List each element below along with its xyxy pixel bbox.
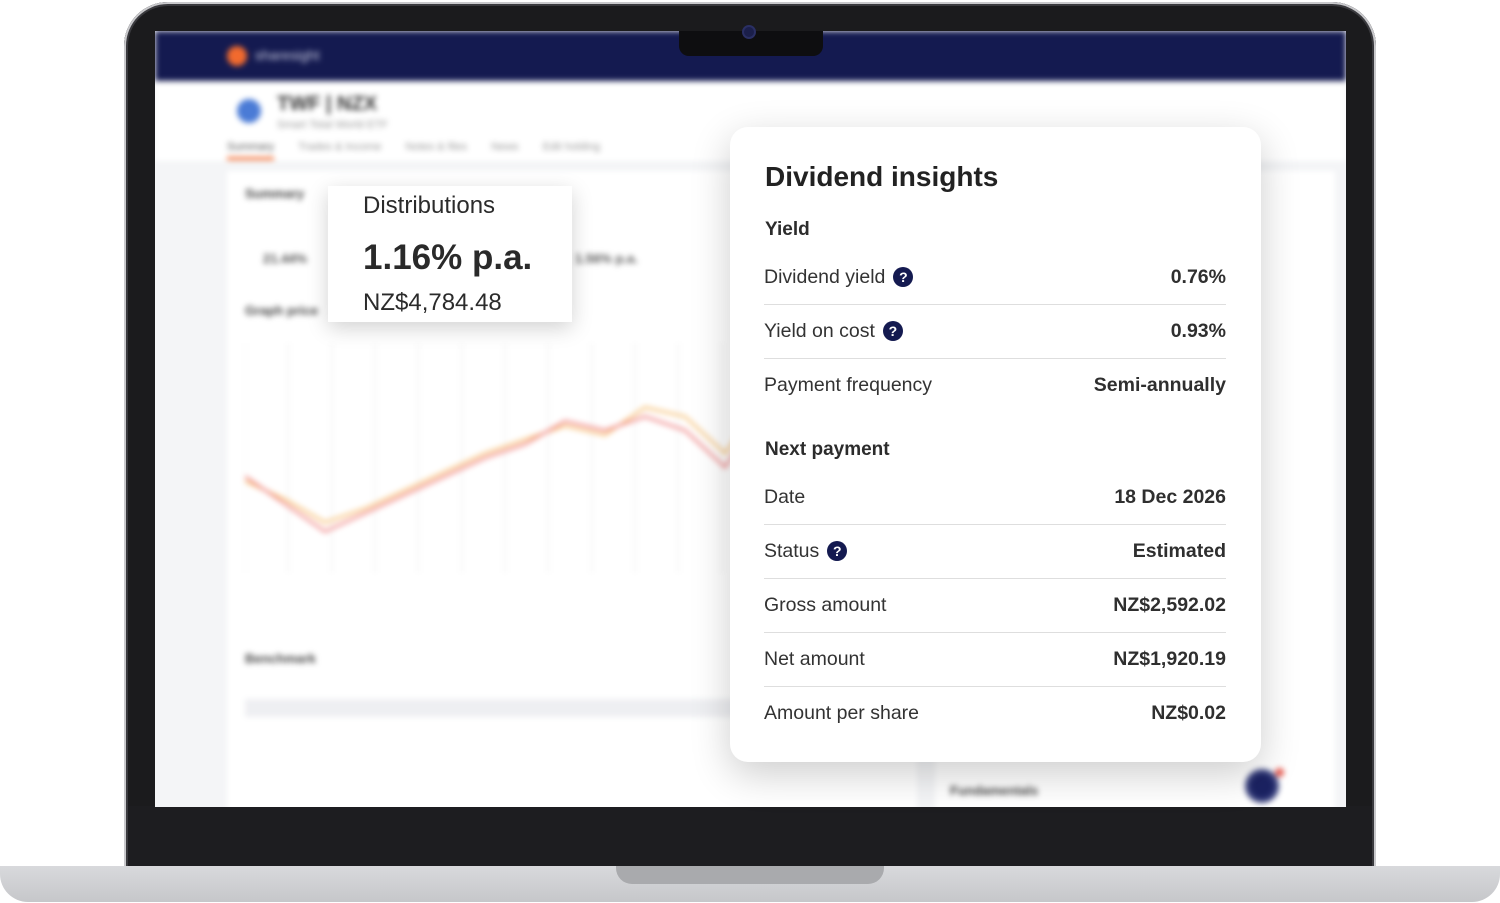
help-chat-icon[interactable] [1245, 769, 1279, 803]
price-chart[interactable] [245, 343, 765, 613]
laptop-hinge-dip [616, 866, 884, 884]
graph-title: Graph price [245, 303, 318, 318]
distributions-title: Distributions [363, 192, 496, 219]
brand-name[interactable]: sharesight [255, 47, 320, 63]
holding-tabs: Summary Trades & Income Notes & files Ne… [227, 141, 600, 160]
distributions-amount: NZ$4,784.48 [363, 289, 502, 316]
gross-amount-row: Gross amount NZ$2,592.02 [764, 578, 1226, 633]
stock-subtitle: Smart Total World ETF [277, 119, 388, 131]
dividend-insights-title: Dividend insights [765, 161, 999, 192]
amount-per-share-label: Amount per share [764, 701, 920, 724]
status-row: Status ? Estimated [764, 524, 1226, 579]
yield-on-cost-value: 0.93% [1170, 319, 1226, 342]
yield-section-heading: Yield [765, 219, 810, 240]
gross-amount-label: Gross amount [764, 593, 887, 616]
series-line [245, 406, 765, 534]
payment-frequency-value: Semi-annually [1093, 373, 1226, 396]
distributions-value: 1.16% p.a. [363, 238, 533, 277]
dividend-insights-card: Dividend insights Yield Dividend yield ?… [730, 127, 1261, 762]
yield-on-cost-label: Yield on cost [764, 319, 875, 342]
payment-frequency-row: Payment frequency Semi-annually [764, 358, 1226, 412]
distributions-card: Distributions 1.16% p.a. NZ$4,784.48 [328, 186, 572, 322]
dividend-yield-row: Dividend yield ? 0.76% [764, 250, 1226, 305]
stock-logo-icon [237, 99, 261, 123]
net-amount-value: NZ$1,920.19 [1113, 647, 1226, 670]
help-icon[interactable]: ? [893, 267, 914, 287]
series-line [245, 397, 765, 524]
benchmark-table-header [245, 699, 865, 717]
amount-per-share-value: NZ$0.02 [1151, 701, 1226, 724]
summary-title: Summary [245, 186, 305, 201]
dividend-yield-value: 0.76% [1170, 265, 1226, 288]
amount-per-share-row: Amount per share NZ$0.02 [764, 686, 1226, 740]
capital-gain-stat: 21.44% [263, 251, 308, 266]
camera-icon [742, 25, 756, 39]
status-value: Estimated [1132, 539, 1226, 562]
status-label: Status [764, 539, 820, 562]
net-amount-row: Net amount NZ$1,920.19 [764, 632, 1226, 687]
help-icon[interactable]: ? [827, 541, 848, 561]
tab-edit-holding[interactable]: Edit holding [542, 141, 601, 153]
total-return-stat: 1.56% p.a. [575, 251, 638, 266]
stock-title: TWF | NZX [277, 93, 378, 115]
payment-frequency-label: Payment frequency [764, 373, 933, 396]
tab-trades-income[interactable]: Trades & Income [298, 141, 382, 153]
benchmark-title: Benchmark [245, 651, 316, 666]
tab-notes-files[interactable]: Notes & files [405, 141, 468, 153]
dividend-yield-label: Dividend yield [764, 265, 886, 288]
gross-amount-value: NZ$2,592.02 [1113, 593, 1226, 616]
fundamentals-title: Fundamentals [950, 783, 1039, 798]
notification-badge [1275, 768, 1284, 777]
date-label: Date [764, 485, 806, 508]
date-value: 18 Dec 2026 [1114, 485, 1226, 508]
next-payment-section-heading: Next payment [765, 439, 890, 460]
tab-news[interactable]: News [491, 141, 519, 153]
brand-logo-icon[interactable] [227, 46, 247, 66]
tab-summary[interactable]: Summary [227, 141, 275, 160]
yield-on-cost-row: Yield on cost ? 0.93% [764, 304, 1226, 359]
help-icon[interactable]: ? [882, 321, 903, 341]
laptop-chin [128, 806, 1372, 866]
net-amount-label: Net amount [764, 647, 865, 670]
date-row: Date 18 Dec 2026 [764, 470, 1226, 525]
